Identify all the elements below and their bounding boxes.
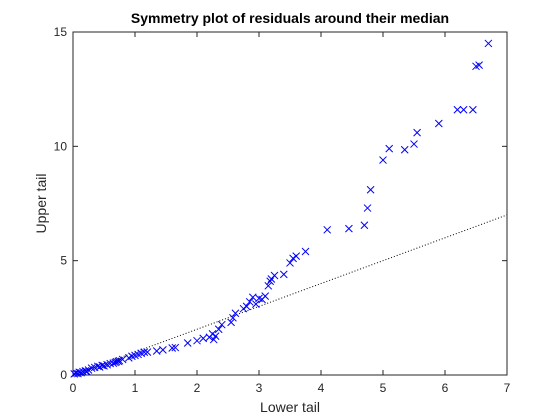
data-point-marker	[159, 345, 167, 354]
data-point-marker	[70, 370, 79, 378]
data-point-marker	[366, 185, 375, 194]
data-point-marker	[363, 204, 372, 212]
data-point-marker	[385, 144, 394, 153]
x-tick-label: 4	[318, 381, 325, 395]
x-axis-title: Lower tail	[260, 399, 320, 415]
data-point-marker	[140, 348, 149, 356]
x-tick-label: 5	[380, 381, 387, 395]
data-point-marker	[459, 105, 468, 114]
y-tick-label: 10	[54, 139, 68, 153]
data-point-marker	[292, 252, 301, 260]
data-point-marker	[453, 105, 462, 114]
data-point-marker	[229, 313, 237, 322]
data-point-marker	[168, 344, 177, 352]
x-tick-label: 2	[194, 381, 201, 395]
plot-area	[72, 31, 508, 376]
x-tick-label: 6	[442, 381, 449, 395]
data-point-marker	[413, 128, 421, 137]
x-tick-label: 3	[256, 381, 263, 395]
data-point-marker	[193, 336, 201, 345]
x-tick-label: 1	[132, 381, 139, 395]
data-point-marker	[227, 318, 235, 327]
data-point-marker	[217, 320, 226, 329]
data-point-marker	[360, 221, 369, 230]
data-point-marker	[475, 61, 483, 70]
x-tick-label: 7	[504, 381, 511, 395]
data-point-marker	[239, 304, 248, 313]
y-tick-label: 5	[60, 254, 67, 268]
data-point-marker	[199, 334, 208, 343]
reference-line-layer	[72, 214, 508, 376]
data-point-marker	[245, 297, 254, 306]
data-point-marker	[87, 364, 96, 372]
data-point-marker	[183, 339, 192, 347]
data-point-marker	[469, 105, 477, 114]
x-tick-label: 0	[70, 381, 77, 395]
data-point-marker	[106, 359, 115, 368]
data-point-marker	[400, 145, 409, 154]
y-tick-label: 0	[60, 368, 67, 382]
data-point-marker	[323, 225, 332, 234]
data-point-marker	[270, 271, 279, 280]
data-point-marker	[279, 270, 288, 279]
data-point-marker	[252, 300, 260, 308]
data-point-marker	[264, 281, 273, 290]
data-point-marker	[143, 348, 152, 356]
data-point-marker	[266, 277, 275, 286]
data-point-marker	[214, 325, 223, 334]
data-point-marker	[286, 259, 294, 267]
data-point-marker	[379, 156, 387, 164]
data-point-marker	[118, 355, 127, 364]
reference-line	[72, 214, 508, 376]
data-point-marker	[79, 367, 87, 376]
chart-title: Symmetry plot of residuals around their …	[131, 10, 449, 26]
data-point-marker	[484, 39, 493, 48]
data-points	[70, 39, 493, 378]
data-point-marker	[171, 343, 180, 352]
y-tick-label: 15	[54, 25, 68, 39]
data-point-marker	[211, 332, 220, 340]
data-point-marker	[289, 254, 297, 263]
data-point-marker	[114, 357, 123, 366]
data-point-marker	[301, 247, 310, 256]
data-point-marker	[345, 224, 353, 233]
y-axis-title: Upper tail	[33, 174, 49, 234]
data-point-marker	[231, 309, 240, 318]
data-point-marker	[261, 292, 270, 300]
data-point-marker	[248, 293, 257, 302]
data-point-marker	[434, 119, 443, 128]
data-point-marker	[242, 302, 251, 311]
data-point-marker	[410, 140, 418, 148]
data-point-marker	[152, 347, 161, 355]
